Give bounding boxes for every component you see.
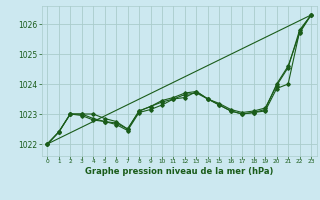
X-axis label: Graphe pression niveau de la mer (hPa): Graphe pression niveau de la mer (hPa) <box>85 167 273 176</box>
